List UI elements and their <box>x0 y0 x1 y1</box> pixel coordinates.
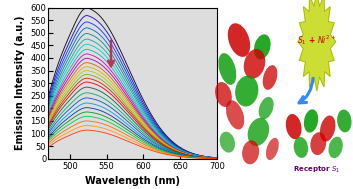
Ellipse shape <box>286 114 301 139</box>
Ellipse shape <box>263 65 277 90</box>
Ellipse shape <box>220 132 235 153</box>
Ellipse shape <box>219 53 236 85</box>
Ellipse shape <box>244 49 265 79</box>
Ellipse shape <box>329 137 343 158</box>
Text: Receptor $S_1$: Receptor $S_1$ <box>293 165 340 175</box>
Ellipse shape <box>259 97 274 119</box>
Text: $S_1$ + $Ni^{2+}$: $S_1$ + $Ni^{2+}$ <box>297 33 336 47</box>
Ellipse shape <box>294 137 308 158</box>
Polygon shape <box>298 0 336 91</box>
Ellipse shape <box>320 115 335 142</box>
Ellipse shape <box>215 82 232 107</box>
Ellipse shape <box>228 23 250 57</box>
Ellipse shape <box>310 132 326 155</box>
Ellipse shape <box>304 109 318 133</box>
Ellipse shape <box>337 110 352 132</box>
Ellipse shape <box>242 140 259 164</box>
Ellipse shape <box>254 34 271 59</box>
Ellipse shape <box>226 100 244 129</box>
Ellipse shape <box>235 76 258 107</box>
Ellipse shape <box>248 118 269 146</box>
Ellipse shape <box>266 138 279 160</box>
Y-axis label: Emission Intensity (a.u.): Emission Intensity (a.u.) <box>15 16 25 150</box>
X-axis label: Wavelength (nm): Wavelength (nm) <box>85 176 180 186</box>
